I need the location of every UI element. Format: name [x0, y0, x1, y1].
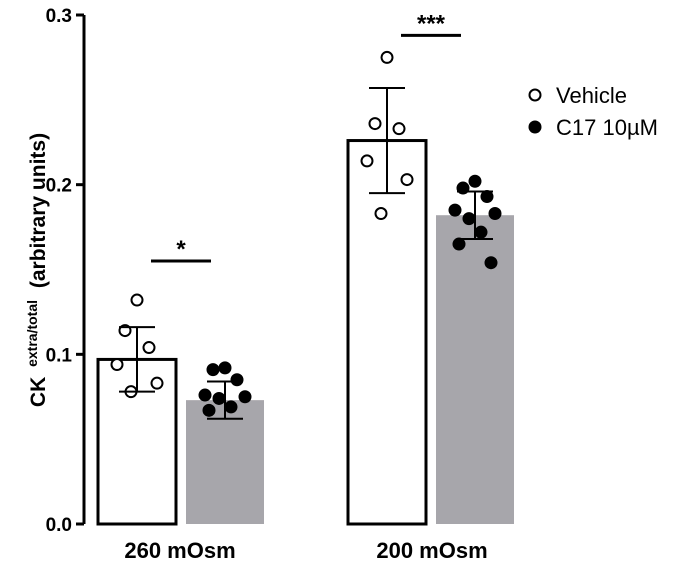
data-point-open [150, 376, 164, 390]
data-point-filled [198, 388, 212, 402]
data-point-filled [238, 390, 252, 404]
data-point-open [360, 154, 374, 168]
data-point-filled [488, 207, 502, 221]
y-axis-label-superscript: extra/total [24, 300, 40, 367]
significance-label: * [176, 236, 186, 263]
data-point-filled [468, 174, 482, 188]
legend-label-c17: C17 10µM [556, 115, 658, 140]
legend-open-circle-marker [528, 88, 542, 102]
legend-filled-circle-marker [528, 120, 542, 134]
y-axis-title: CK extra/total (arbitrary units) [19, 133, 50, 407]
bar-vehicle [346, 139, 428, 526]
legend: Vehicle C17 10µM [528, 83, 658, 140]
data-point-open [392, 122, 406, 136]
data-point-filled [212, 391, 226, 405]
data-point-open [130, 293, 144, 307]
y-tick-label: 0.0 [46, 515, 72, 536]
data-point-open [380, 50, 394, 64]
x-category-label: 200 mOsm [376, 538, 487, 563]
y-axis-label: CK extra/total (arbitrary units) [19, 133, 50, 407]
data-point-open [110, 358, 124, 372]
data-point-filled [462, 212, 476, 226]
data-point-filled [474, 225, 488, 239]
significance-annotations: **** [151, 10, 461, 263]
axes: 0.0 0.1 0.2 0.3 260 mOsm 200 mOsm [46, 6, 488, 563]
bar-c17 [186, 400, 264, 524]
data-point-open [374, 207, 388, 221]
data-point-filled [448, 203, 462, 217]
y-axis-label-main: CK [27, 377, 50, 407]
y-axis-label-suffix: (arbitrary units) [27, 133, 50, 288]
data-point-filled [230, 373, 244, 387]
bars [96, 139, 514, 526]
y-tick-label: 0.2 [46, 176, 72, 197]
data-point-open [400, 173, 414, 187]
data-point-filled [480, 190, 494, 204]
data-point-filled [484, 256, 498, 270]
data-point-filled [218, 361, 232, 375]
bar-c17 [436, 215, 514, 524]
x-category-label: 260 mOsm [124, 538, 235, 563]
data-point-filled [202, 403, 216, 417]
error-bars [119, 86, 493, 420]
significance-label: *** [417, 10, 446, 37]
legend-item-c17: C17 10µM [528, 115, 658, 140]
data-point-filled [224, 400, 238, 414]
data-point-filled [206, 363, 220, 377]
data-point-filled [452, 237, 466, 251]
data-point-open [142, 341, 156, 355]
data-point-open [368, 117, 382, 131]
legend-label-vehicle: Vehicle [556, 83, 627, 108]
data-points [110, 50, 502, 417]
y-tick-label: 0.1 [46, 345, 73, 366]
y-tick-label: 0.3 [46, 6, 72, 27]
legend-item-vehicle: Vehicle [528, 83, 627, 108]
